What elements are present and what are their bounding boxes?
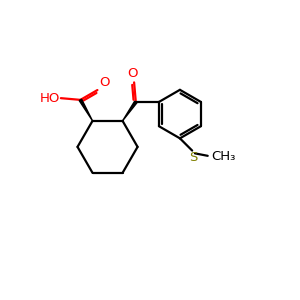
Text: O: O xyxy=(128,67,138,80)
Polygon shape xyxy=(79,99,92,121)
Text: O: O xyxy=(99,76,110,89)
Text: CH₃: CH₃ xyxy=(211,150,236,163)
Text: S: S xyxy=(189,151,197,164)
Text: HO: HO xyxy=(39,92,60,105)
Polygon shape xyxy=(123,101,137,121)
